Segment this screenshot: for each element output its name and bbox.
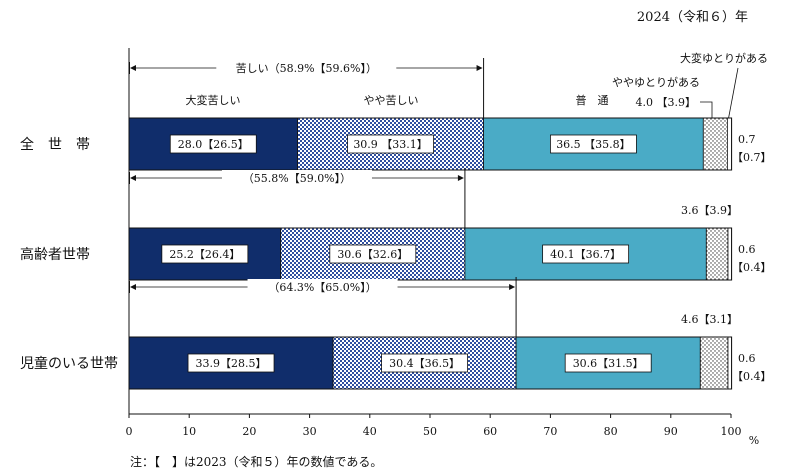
year-label: 2024（令和６）年	[637, 10, 748, 25]
footnote: 注：【 】は2023（令和５）年の数値である。	[130, 454, 382, 469]
x-tick-label: 70	[543, 425, 557, 438]
bar-value-label: 33.9【28.5】	[196, 357, 267, 370]
bar-value-box	[169, 134, 257, 154]
x-tick-label: 90	[664, 425, 678, 438]
bar-value-label: 30.4【36.5】	[389, 357, 460, 370]
bar-outline	[128, 117, 733, 171]
header-yaya-yutori: ややゆとりがある	[612, 75, 700, 89]
bracket-arrow-right	[457, 175, 464, 181]
bar-value-box	[381, 353, 468, 373]
bar-value-box	[347, 134, 434, 154]
bar-segment	[726, 117, 733, 171]
x-tick-label: 80	[604, 425, 618, 438]
bar-value-box	[542, 244, 630, 264]
bar-value-box	[187, 353, 275, 373]
bracket-label-bg	[216, 60, 397, 76]
bar-value-label: 30.6【31.5】	[573, 357, 644, 370]
x-tick-label: 30	[303, 425, 317, 438]
header-taihen-kurushii: 大変苦しい	[186, 93, 241, 107]
header-futsuu: 普 通	[576, 93, 609, 107]
bar-outline	[128, 227, 733, 281]
yutori-great-prev: 【0.4】	[732, 261, 772, 274]
bracket-label: （55.8%【59.0%】）	[243, 172, 351, 185]
x-tick-label: 40	[363, 425, 377, 438]
header-yaya-kurushii: やや苦しい	[364, 94, 419, 107]
bar-outline	[128, 336, 733, 390]
header-taihen-yutori: 大変ゆとりがある	[680, 51, 768, 65]
bar-value-label: 30.9 【33.1】	[353, 138, 427, 151]
bracket-arrow-right	[476, 65, 483, 71]
yutori-some-label: 3.6【3.9】	[681, 204, 738, 217]
bar-value-label: 30.6【32.6】	[337, 248, 408, 261]
bar-value-box	[329, 244, 417, 264]
x-tick-label: 0	[126, 425, 133, 438]
yutori-great-prev: 【0.7】	[732, 151, 772, 164]
bracket-label: （64.3%【65.0%】）	[268, 281, 376, 294]
category-label-children: 児童のいる世帯	[20, 355, 118, 372]
bar-segment	[702, 117, 728, 171]
x-axis-unit: %	[749, 434, 759, 447]
x-tick-label: 100	[721, 425, 742, 438]
yutori-some-label: 4.6【3.1】	[681, 313, 738, 326]
yutori-great-value: 0.7	[738, 133, 756, 146]
bar-value-label: 36.5 【35.8】	[556, 138, 630, 151]
x-tick-label: 20	[242, 425, 256, 438]
bar-value-box	[161, 244, 249, 264]
category-label-all: 全 世 帯	[20, 136, 90, 153]
bar-value-label: 40.1【36.7】	[550, 248, 621, 261]
yutori-great-pointer	[728, 67, 739, 119]
bar-segment	[699, 336, 729, 390]
yutori-great-prev: 【0.4】	[732, 370, 772, 383]
bar-value-label: 25.2【26.4】	[169, 248, 240, 261]
yutori-great-value: 0.6	[738, 352, 756, 365]
bracket-label-bg	[221, 170, 372, 186]
x-tick-label: 50	[423, 425, 437, 438]
bar-value-box	[564, 353, 652, 373]
bar-value-box	[550, 134, 637, 154]
x-tick-label: 10	[182, 425, 196, 438]
bar-segment	[705, 227, 729, 281]
yutori-great-value: 0.6	[738, 243, 756, 256]
bracket-arrow-right	[509, 284, 516, 290]
yutori-some-label: 4.0 【3.9】	[636, 96, 696, 109]
x-tick-label: 60	[483, 425, 497, 438]
category-label-elderly: 高齢者世帯	[20, 246, 90, 263]
bracket-arrow-left	[130, 175, 136, 181]
bracket-label: 苦しい（58.9%【59.6%】）	[236, 62, 377, 75]
bracket-label-bg	[247, 279, 398, 295]
bar-value-label: 28.0【26.5】	[178, 138, 249, 151]
bracket-arrow-left	[130, 284, 136, 290]
bracket-arrow-left	[130, 65, 136, 71]
yutori-some-pointer	[700, 101, 713, 118]
